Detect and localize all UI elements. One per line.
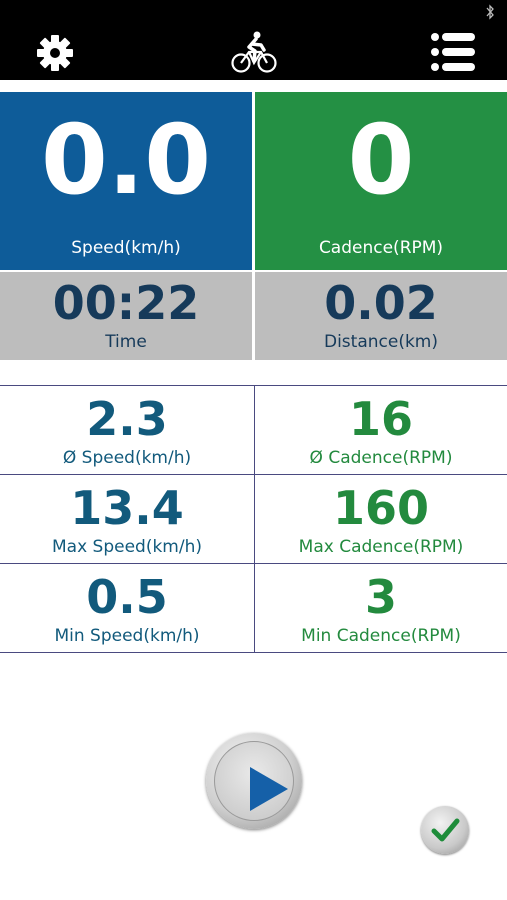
checkmark-icon	[431, 818, 460, 842]
cyclist-icon	[231, 31, 277, 73]
distance-label: Distance(km)	[323, 332, 438, 352]
stats-row-max: 13.4 Max Speed(km/h) 160 Max Cadence(RPM…	[0, 475, 507, 564]
min-speed-label: Min Speed(km/h)	[54, 626, 200, 646]
cadence-label: Cadence(RPM)	[318, 238, 444, 258]
speed-tile: 0.0 Speed(km/h)	[0, 92, 252, 270]
bluetooth-icon	[486, 4, 494, 20]
speed-value: 0.0	[40, 104, 212, 216]
distance-tile: 0.02 Distance(km)	[255, 272, 507, 360]
min-cadence-cell: 3 Min Cadence(RPM)	[255, 564, 507, 652]
min-cadence-value: 3	[364, 570, 397, 624]
avg-cadence-cell: 16 Ø Cadence(RPM)	[255, 386, 507, 474]
speed-label: Speed(km/h)	[71, 238, 181, 258]
max-speed-label: Max Speed(km/h)	[51, 537, 202, 557]
avg-cadence-value: 16	[348, 392, 413, 446]
top-bar	[0, 0, 507, 80]
confirm-button[interactable]	[421, 806, 469, 854]
max-cadence-label: Max Cadence(RPM)	[298, 537, 464, 557]
cadence-tile: 0 Cadence(RPM)	[255, 92, 507, 270]
min-speed-cell: 0.5 Min Speed(km/h)	[0, 564, 255, 652]
max-speed-cell: 13.4 Max Speed(km/h)	[0, 475, 255, 563]
play-button[interactable]	[206, 733, 302, 829]
avg-speed-cell: 2.3 Ø Speed(km/h)	[0, 386, 255, 474]
play-button-face	[214, 741, 294, 821]
avg-speed-label: Ø Speed(km/h)	[62, 448, 192, 468]
max-cadence-value: 160	[332, 481, 430, 535]
play-icon	[250, 767, 288, 811]
max-speed-value: 13.4	[70, 481, 184, 535]
cadence-value: 0	[347, 104, 415, 216]
stats-row-average: 2.3 Ø Speed(km/h) 16 Ø Cadence(RPM)	[0, 386, 507, 475]
time-tile: 00:22 Time	[0, 272, 252, 360]
stats-row-min: 0.5 Min Speed(km/h) 3 Min Cadence(RPM)	[0, 564, 507, 653]
gear-icon[interactable]	[36, 34, 74, 72]
max-cadence-cell: 160 Max Cadence(RPM)	[255, 475, 507, 563]
time-label: Time	[105, 332, 147, 352]
distance-value: 0.02	[324, 276, 438, 330]
time-value: 00:22	[52, 276, 200, 330]
avg-speed-value: 2.3	[86, 392, 168, 446]
min-cadence-label: Min Cadence(RPM)	[301, 626, 461, 646]
stats-grid: 2.3 Ø Speed(km/h) 16 Ø Cadence(RPM) 13.4…	[0, 385, 507, 653]
min-speed-value: 0.5	[86, 570, 168, 624]
menu-list-icon[interactable]	[430, 32, 476, 72]
avg-cadence-label: Ø Cadence(RPM)	[309, 448, 453, 468]
